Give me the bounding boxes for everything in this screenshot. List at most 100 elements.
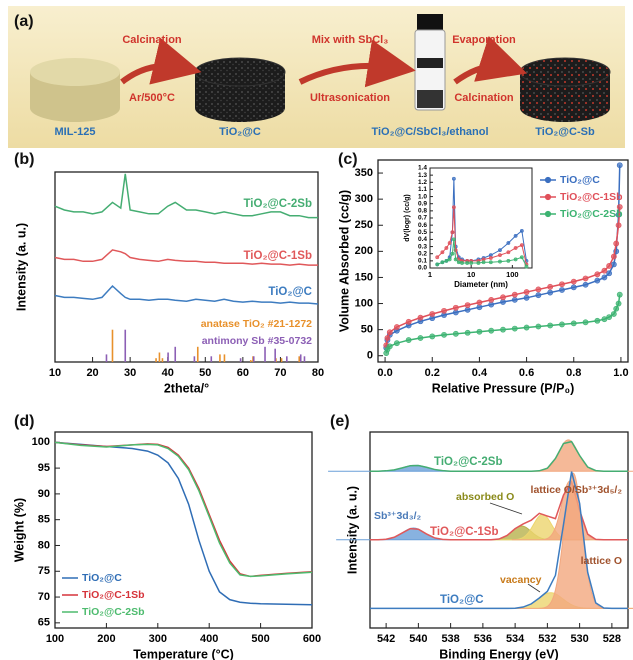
x-tick-label: 80	[312, 367, 324, 379]
data-point	[444, 258, 449, 263]
x-axis-title: 2theta/°	[164, 381, 209, 395]
annotation-pointer	[489, 502, 523, 515]
data-point	[559, 281, 565, 288]
annotation: lattice O/Sb³⁺3d₅/₂	[531, 484, 623, 496]
data-point	[450, 251, 455, 256]
y-tick-label: 350	[355, 167, 373, 179]
y-axis-title: Intensity (a. u.)	[14, 223, 28, 311]
x-axis-title: Relative Pressure (P/P₀)	[432, 381, 575, 395]
data-point	[405, 337, 412, 343]
data-point	[447, 241, 452, 245]
data-point	[506, 250, 511, 255]
x-tick-label: 60	[237, 367, 249, 379]
y-tick-label: 1.3	[418, 172, 427, 179]
x-axis-title: Binding Energy (eV)	[439, 647, 558, 660]
vial	[414, 14, 446, 111]
data-point	[570, 278, 577, 285]
y-tick-label: 0.2	[418, 250, 427, 257]
x-tick-label: 1.0	[613, 367, 628, 379]
data-point	[506, 241, 511, 245]
data-point	[547, 283, 554, 290]
x-tick-label: 534	[506, 633, 525, 645]
annotation: absorbed O	[456, 491, 514, 503]
y-tick-label: 0.8	[418, 208, 427, 215]
data-point	[500, 326, 506, 333]
data-point	[535, 286, 542, 293]
arrow	[298, 39, 416, 88]
x-tick-label: 20	[86, 367, 98, 379]
data-point	[601, 316, 608, 323]
data-point	[451, 237, 456, 242]
x-tick-label: 0.2	[425, 367, 440, 379]
y-tick-label: 0.6	[418, 222, 427, 229]
y-tick-label: 85	[38, 514, 50, 526]
data-point	[488, 260, 493, 265]
data-point	[393, 324, 400, 330]
legend-marker	[544, 193, 552, 201]
data-point	[511, 296, 518, 303]
data-point	[535, 292, 542, 299]
legend-marker	[544, 176, 552, 184]
data-point	[417, 335, 424, 341]
process-label: Calcination	[122, 34, 182, 46]
data-point	[441, 331, 447, 338]
data-point	[570, 320, 577, 327]
annotation-pointer	[527, 583, 541, 593]
data-point	[535, 323, 542, 330]
y-axis-title: dV(logr) (cc/g)	[404, 194, 411, 241]
data-point	[417, 314, 424, 321]
x-tick-label: 536	[474, 633, 492, 645]
y-tick-label: 0.9	[418, 200, 427, 207]
y-tick-label: 100	[355, 297, 373, 309]
y-tick-label: 0.1	[418, 258, 427, 265]
data-point	[570, 284, 577, 291]
process-label: Ar/500°C	[129, 92, 175, 104]
data-point	[500, 294, 506, 301]
plot-frame	[54, 431, 313, 629]
data-point	[582, 281, 589, 288]
y-tick-label: 75	[38, 565, 50, 577]
tio2-c-sb-disc	[519, 57, 611, 122]
data-point	[519, 255, 524, 260]
x-tick-label: 50	[199, 367, 211, 379]
data-point	[450, 230, 455, 235]
y-tick-label: 80	[38, 539, 50, 551]
legend-label: TiO₂@C-2Sb	[560, 208, 623, 220]
legend-marker	[544, 210, 552, 218]
x-tick-label: 1	[428, 270, 432, 279]
data-point	[547, 322, 554, 329]
x-tick-label: 10	[49, 367, 61, 379]
data-point	[384, 335, 391, 341]
data-point	[488, 296, 495, 303]
data-point	[613, 305, 620, 312]
data-point	[440, 260, 445, 265]
y-axis-title: Weight (%)	[12, 498, 26, 562]
x-tick-label: 532	[538, 633, 556, 645]
series-line	[54, 173, 318, 219]
x-tick-label: 528	[603, 633, 621, 645]
material-label: MIL-125	[55, 126, 96, 138]
data-point	[615, 300, 622, 307]
data-point	[559, 321, 565, 328]
data-point	[456, 260, 461, 265]
data-point	[498, 248, 502, 253]
series-line	[54, 284, 319, 305]
data-point	[488, 256, 493, 260]
data-point	[513, 246, 518, 250]
x-tick-label: 500	[251, 633, 269, 645]
y-tick-label: 0.7	[418, 215, 427, 222]
data-point	[606, 314, 613, 321]
panel-label: (d)	[14, 413, 34, 430]
data-point	[594, 271, 601, 278]
series-line	[370, 480, 628, 541]
series-label: TiO₂@C-2Sb	[243, 198, 312, 210]
data-point	[453, 257, 458, 262]
data-point	[435, 255, 440, 260]
data-point	[524, 264, 529, 269]
data-point	[476, 299, 483, 306]
data-point	[444, 246, 449, 250]
data-point	[511, 325, 518, 332]
mil-125-disc	[30, 58, 120, 122]
reference-label: antimony Sb #35-0732	[202, 335, 312, 347]
